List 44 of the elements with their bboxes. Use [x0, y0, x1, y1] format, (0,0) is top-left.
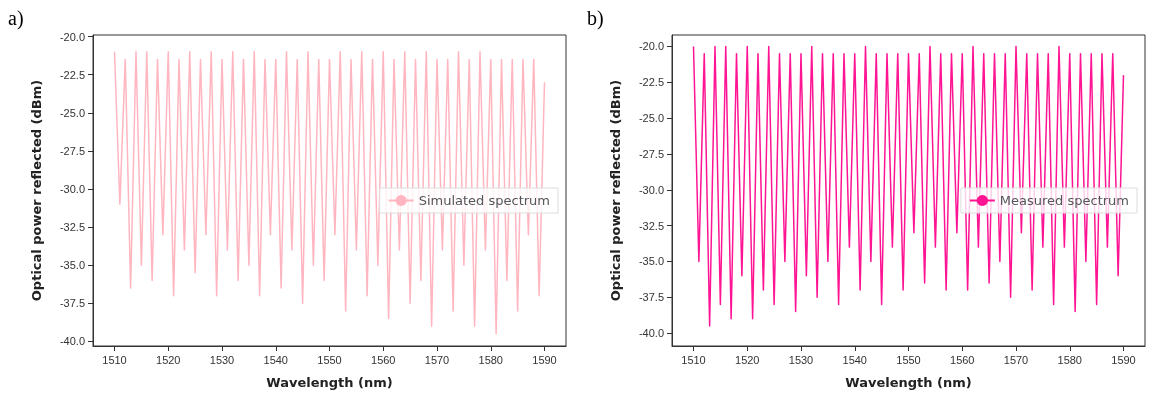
y-tick-label: -37.5: [638, 291, 664, 304]
x-axis-title: Wavelength (nm): [266, 375, 393, 390]
legend-label: Simulated spectrum: [418, 193, 550, 208]
y-tick-label: -22.5: [638, 76, 664, 89]
y-tick-label: -30.0: [59, 182, 85, 195]
y-axis-title: Optical power reflected (dBm): [29, 79, 44, 302]
x-tick-label: 1590: [1111, 353, 1136, 366]
y-tick-label: -30.0: [638, 183, 664, 196]
x-tick-label: 1550: [896, 353, 921, 366]
y-axis-title: Optical power reflected (dBm): [608, 79, 623, 302]
x-tick-label: 1570: [424, 353, 450, 366]
y-tick-label: -20.0: [59, 30, 85, 43]
x-tick-label: 1570: [1003, 353, 1029, 366]
y-tick-label: -32.5: [59, 221, 85, 234]
y-tick-label: -37.5: [59, 297, 85, 310]
x-axis-title: Wavelength (nm): [845, 375, 972, 390]
x-tick-label: 1530: [209, 353, 235, 366]
x-tick-label: 1550: [317, 353, 342, 366]
x-tick-label: 1540: [842, 353, 867, 366]
legend-label: Measured spectrum: [999, 193, 1130, 208]
x-tick-label: 1520: [735, 353, 760, 366]
y-tick-label: -27.5: [59, 144, 85, 157]
y-tick-label: -20.0: [638, 40, 664, 53]
chart-title: a): [8, 7, 24, 30]
x-tick-label: 1510: [681, 353, 706, 366]
y-tick-label: -32.5: [638, 219, 664, 232]
x-tick-label: 1530: [788, 353, 814, 366]
y-tick-label: -40.0: [59, 335, 85, 348]
x-tick-label: 1510: [102, 353, 127, 366]
y-tick-label: -35.0: [59, 259, 85, 272]
chart-title: b): [587, 7, 604, 30]
x-tick-label: 1560: [371, 353, 396, 366]
x-tick-label: 1540: [263, 353, 288, 366]
y-tick-label: -27.5: [638, 147, 664, 160]
y-tick-label: -25.0: [638, 112, 664, 125]
x-tick-label: 1580: [1057, 353, 1082, 366]
y-tick-label: -40.0: [638, 327, 664, 340]
y-tick-label: -35.0: [638, 255, 664, 268]
x-tick-label: 1580: [478, 353, 503, 366]
y-tick-label: -22.5: [59, 68, 85, 81]
x-tick-label: 1520: [156, 353, 181, 366]
y-tick-label: -25.0: [59, 106, 85, 119]
x-tick-label: 1590: [532, 353, 557, 366]
x-tick-label: 1560: [950, 353, 975, 366]
